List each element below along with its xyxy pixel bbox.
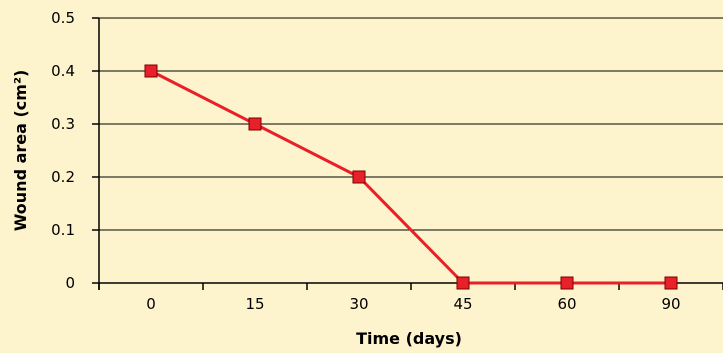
data-point-marker [560,276,574,290]
x-tick-label: 0 [146,295,156,313]
x-tick-label: 30 [349,295,368,313]
x-tick-label: 15 [245,295,264,313]
data-point-marker [352,170,366,184]
y-tick-label: 0.2 [51,168,75,186]
x-tick-label: 60 [557,295,576,313]
y-axis-ticks: 0 0.1 0.2 0.3 0.4 0.5 [51,9,99,292]
data-point-marker [456,276,470,290]
data-point-marker [248,117,262,131]
series-group [144,64,678,290]
data-point-marker [144,64,158,78]
x-tick-label: 45 [453,295,472,313]
x-axis-ticks: 0 15 30 45 60 90 [98,283,723,313]
x-tick-label: 90 [661,295,680,313]
y-tick-label: 0 [65,274,75,292]
y-tick-label: 0.4 [51,62,75,80]
x-axis-title: Time (days) [356,329,462,348]
y-axis-title: Wound area (cm²) [11,70,30,232]
y-tick-label: 0.3 [51,115,75,133]
series-line [150,69,671,285]
y-tick-label: 0.5 [51,9,75,27]
gridlines [99,17,723,231]
data-point-marker [664,276,678,290]
y-tick-label: 0.1 [51,221,75,239]
